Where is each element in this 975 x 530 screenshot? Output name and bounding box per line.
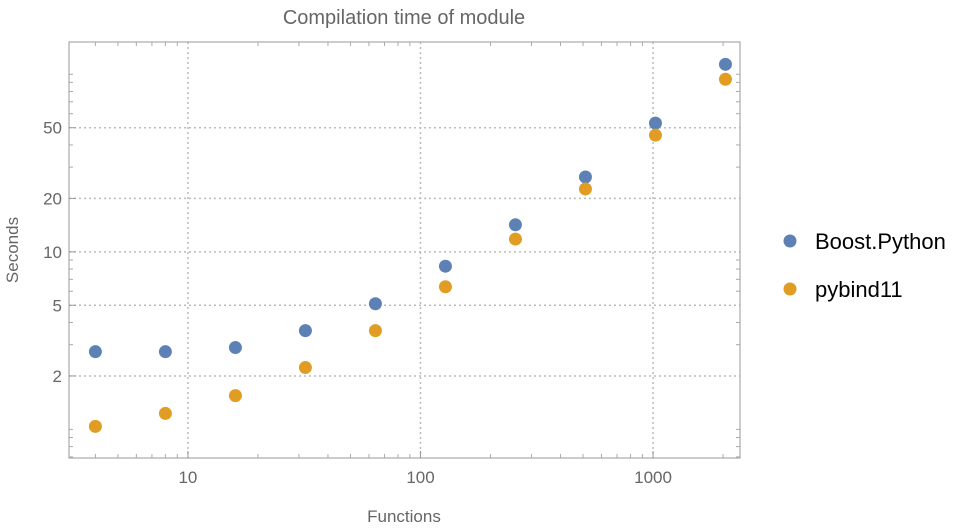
data-point-pybind11 bbox=[298, 361, 312, 375]
y-tick-label: 2 bbox=[53, 367, 62, 386]
data-point-pybind11 bbox=[578, 182, 592, 196]
data-point-pybind11 bbox=[228, 389, 242, 403]
x-tick-label: 10 bbox=[178, 468, 197, 487]
data-point-boost-python bbox=[508, 218, 522, 232]
data-point-pybind11 bbox=[438, 280, 452, 294]
data-point-boost-python bbox=[158, 345, 172, 359]
legend: Boost.Python pybind11 bbox=[783, 229, 946, 302]
data-point-pybind11 bbox=[648, 128, 662, 142]
points bbox=[88, 57, 732, 433]
y-tick-label: 5 bbox=[53, 296, 62, 315]
y-tick-label: 20 bbox=[43, 189, 62, 208]
x-axis-label: Functions bbox=[367, 507, 441, 525]
data-point-pybind11 bbox=[368, 324, 382, 338]
data-point-boost-python bbox=[298, 324, 312, 338]
data-point-boost-python bbox=[578, 170, 592, 184]
legend-marker bbox=[783, 282, 797, 296]
x-tick-label: 1000 bbox=[634, 468, 672, 487]
data-point-boost-python bbox=[368, 297, 382, 311]
data-point-boost-python bbox=[718, 57, 732, 71]
data-point-pybind11 bbox=[508, 232, 522, 246]
data-point-boost-python bbox=[88, 345, 102, 359]
data-point-pybind11 bbox=[88, 419, 102, 433]
x-tick-label: 100 bbox=[406, 468, 434, 487]
grid bbox=[69, 42, 740, 458]
data-point-pybind11 bbox=[718, 72, 732, 86]
y-axis-label: Seconds bbox=[3, 217, 22, 283]
y-tick-label: 10 bbox=[43, 243, 62, 262]
data-point-boost-python bbox=[228, 341, 242, 355]
y-tick-label: 50 bbox=[43, 119, 62, 138]
legend-marker bbox=[783, 234, 797, 248]
data-point-pybind11 bbox=[158, 406, 172, 420]
chart-title: Compilation time of module bbox=[283, 7, 525, 29]
legend-label: Boost.Python bbox=[815, 229, 946, 254]
plot-frame bbox=[68, 41, 741, 459]
ticks: 10 100 1000 2 5 10 20 50 bbox=[43, 42, 740, 487]
legend-label: pybind11 bbox=[815, 277, 903, 302]
data-point-boost-python bbox=[438, 259, 452, 273]
data-point-boost-python bbox=[648, 116, 662, 130]
